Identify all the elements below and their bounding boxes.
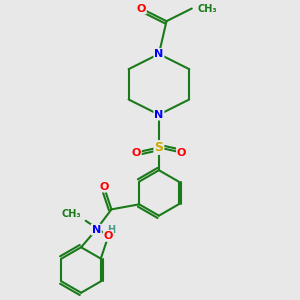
Text: H: H	[107, 225, 115, 235]
Text: O: O	[136, 4, 146, 14]
Text: N: N	[154, 110, 164, 120]
Text: CH₃: CH₃	[197, 4, 217, 14]
Text: S: S	[154, 141, 164, 154]
Text: O: O	[99, 182, 109, 192]
Text: O: O	[104, 231, 113, 241]
Text: CH₃: CH₃	[61, 209, 81, 219]
Text: N: N	[154, 49, 164, 59]
Text: O: O	[131, 148, 141, 158]
Text: N: N	[92, 225, 101, 235]
Text: O: O	[177, 148, 186, 158]
